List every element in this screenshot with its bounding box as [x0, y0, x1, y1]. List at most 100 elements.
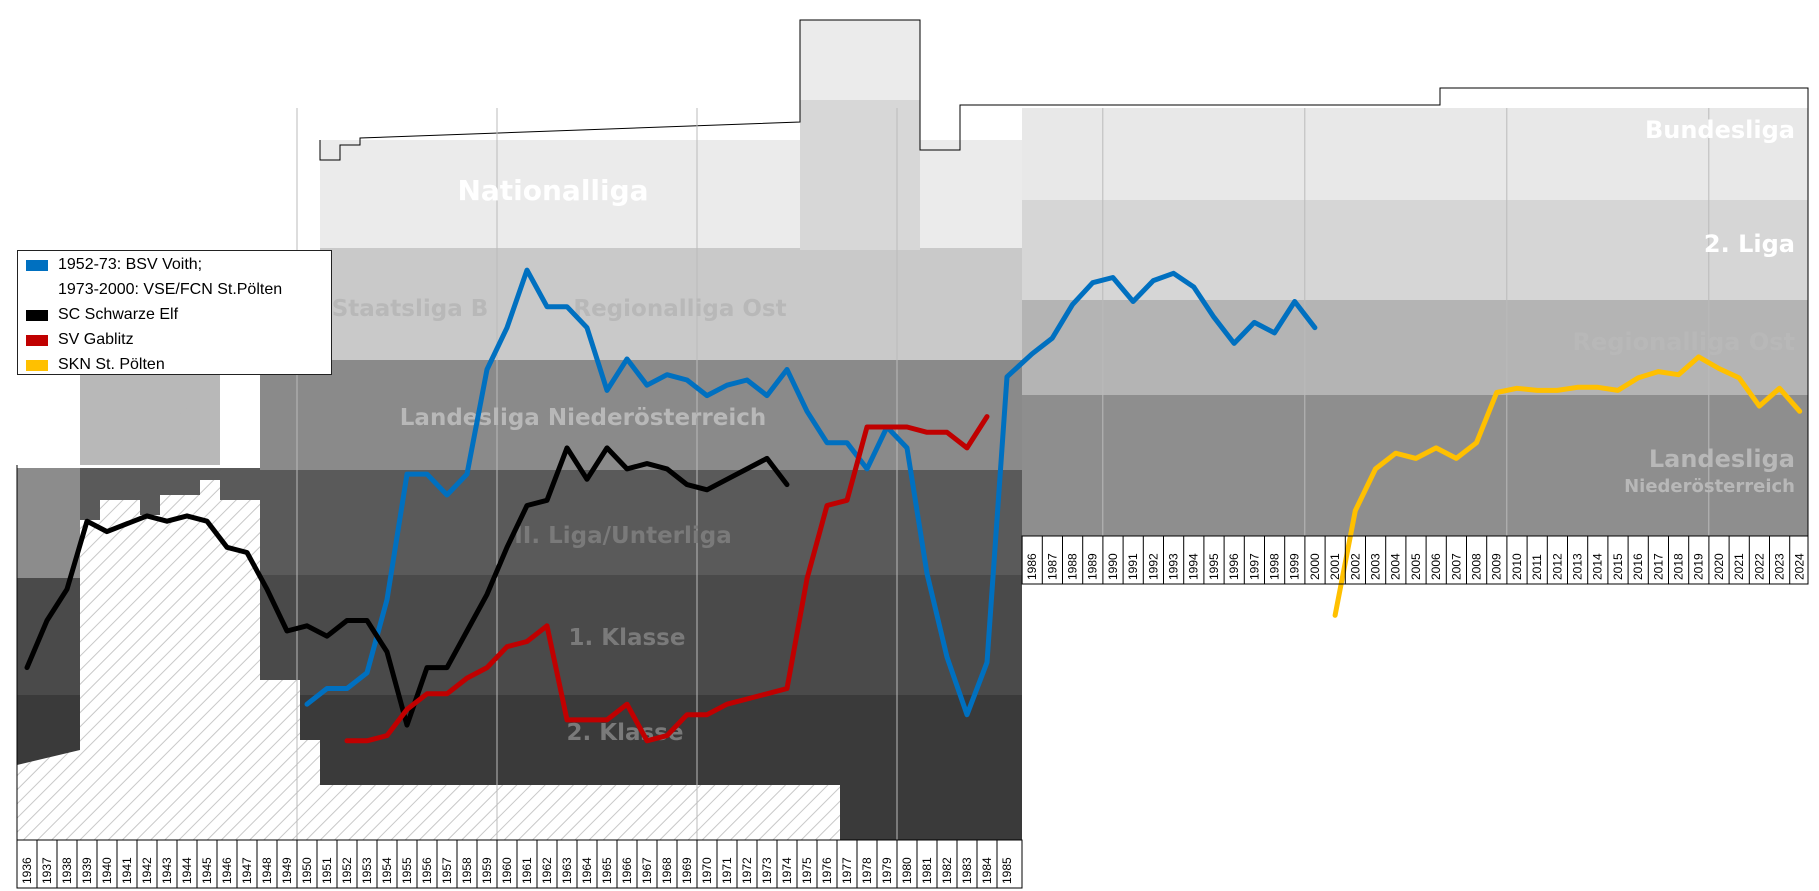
year-label: 2009 [1490, 553, 1504, 580]
league-labels: Nationalliga Staatsliga B Regionalliga Ost… [107, 116, 1795, 746]
band-regionalliga [320, 248, 1022, 360]
series-line [344, 414, 990, 744]
year-label: 2021 [1732, 553, 1746, 580]
year-label: 2022 [1752, 553, 1766, 580]
year-label: 2013 [1571, 553, 1585, 580]
year-label: 1995 [1207, 553, 1221, 580]
year-label: 1999 [1288, 553, 1302, 580]
year-label: 2011 [1530, 554, 1544, 580]
year-label: 1978 [860, 857, 874, 884]
year-label: 2000 [1308, 553, 1322, 580]
year-label: 1957 [440, 857, 454, 884]
series-line [304, 267, 1318, 718]
band-top-extension-2 [800, 100, 920, 250]
year-label: 1994 [1187, 553, 1201, 580]
year-label: 1988 [1066, 553, 1080, 580]
no-data-hatch [17, 480, 840, 840]
series-line [1332, 354, 1803, 618]
legend-label: SV Gablitz [58, 331, 134, 348]
year-label: 1940 [100, 857, 114, 884]
legend-item: SKN St. Pölten [26, 356, 165, 374]
year-label: 1969 [680, 857, 694, 884]
year-label: 1953 [360, 857, 374, 884]
year-label: 1950 [300, 857, 314, 884]
legend-item: SV Gablitz [26, 331, 134, 349]
year-label: 1941 [120, 857, 134, 884]
year-label: 1936 [20, 857, 34, 884]
year-label: 2012 [1550, 553, 1564, 580]
year-label: 1961 [520, 857, 534, 884]
year-label: 1970 [700, 857, 714, 884]
year-label: 1987 [1045, 553, 1059, 580]
year-label: 2019 [1692, 553, 1706, 580]
year-label: 2004 [1389, 553, 1403, 580]
league-label: Regionalliga Ost [573, 296, 786, 322]
year-label: 1989 [1086, 553, 1100, 580]
year-label: 1973 [760, 857, 774, 884]
band-gauliga [80, 375, 220, 465]
band-left-gray [17, 468, 80, 578]
league-label: Ostmark [107, 427, 194, 448]
year-label: 2010 [1510, 553, 1524, 580]
league-label: Landesliga Niederösterreich [400, 405, 766, 431]
year-label: 2007 [1449, 553, 1463, 580]
year-label: 1965 [600, 857, 614, 884]
year-label: 1966 [620, 857, 634, 884]
season-gridlines [296, 108, 1710, 840]
year-label: 1958 [460, 857, 474, 884]
year-label: 1972 [740, 857, 754, 884]
league-label: Gauliga [111, 401, 188, 422]
year-label: 1964 [580, 857, 594, 884]
year-label: 1979 [880, 857, 894, 884]
year-label: 2018 [1672, 553, 1686, 580]
year-label: 1993 [1167, 553, 1181, 580]
year-label: 2003 [1369, 553, 1383, 580]
league-label: 2. Klasse [567, 720, 684, 746]
year-label: 2015 [1611, 553, 1625, 580]
year-label: 1967 [640, 857, 654, 884]
year-label: 1968 [660, 857, 674, 884]
year-label: 1962 [540, 857, 554, 884]
year-label: 1956 [420, 857, 434, 884]
top-outline [319, 19, 1809, 537]
year-label: 2016 [1631, 553, 1645, 580]
year-label: 1976 [820, 857, 834, 884]
league-label: Regionalliga Ost [1572, 328, 1795, 356]
year-label: 1960 [500, 857, 514, 884]
legend: 1952-73: BSV Voith; 1973-2000: VSE/FCN S… [17, 250, 332, 375]
legend-item: SC Schwarze Elf [26, 306, 178, 324]
year-label: 2023 [1773, 553, 1787, 580]
year-label: 1938 [60, 857, 74, 884]
year-label: 2017 [1651, 553, 1665, 580]
league-label: 1. Klasse [569, 625, 686, 651]
legend-label: SKN St. Pölten [58, 356, 165, 373]
year-label: 1971 [720, 857, 734, 884]
year-label: 1937 [40, 857, 54, 884]
year-label: 1947 [240, 857, 254, 884]
year-label: 1951 [320, 857, 334, 884]
year-label: 1992 [1146, 553, 1160, 580]
club-lines [24, 267, 1803, 744]
legend-swatch [26, 309, 48, 321]
legend-swatch [26, 359, 48, 371]
legend-label: 1952-73: BSV Voith; [58, 256, 203, 273]
legend-item: 1952-73: BSV Voith; [26, 256, 202, 274]
league-label: Landesliga [1649, 445, 1795, 473]
year-axis: 1936 1937 1938 1939 1940 1941 1942 1943 1944 1945… [16, 535, 1809, 889]
legend-item: 1973-2000: VSE/FCN St.Pölten [26, 281, 282, 299]
year-label: 1982 [940, 857, 954, 884]
year-label: 2006 [1429, 553, 1443, 580]
year-label: 2001 [1328, 553, 1342, 580]
league-bands [17, 20, 1808, 840]
year-label: 1955 [400, 857, 414, 884]
year-label: 1984 [980, 857, 994, 884]
year-label: 1952 [340, 857, 354, 884]
legend-swatch [26, 259, 48, 271]
year-label: 2005 [1409, 553, 1423, 580]
legend-label: 1973-2000: VSE/FCN St.Pölten [58, 281, 283, 298]
year-label: 1943 [160, 857, 174, 884]
year-label: 1997 [1247, 553, 1261, 580]
year-label: 1944 [180, 857, 194, 884]
year-label: 1985 [1000, 857, 1014, 884]
